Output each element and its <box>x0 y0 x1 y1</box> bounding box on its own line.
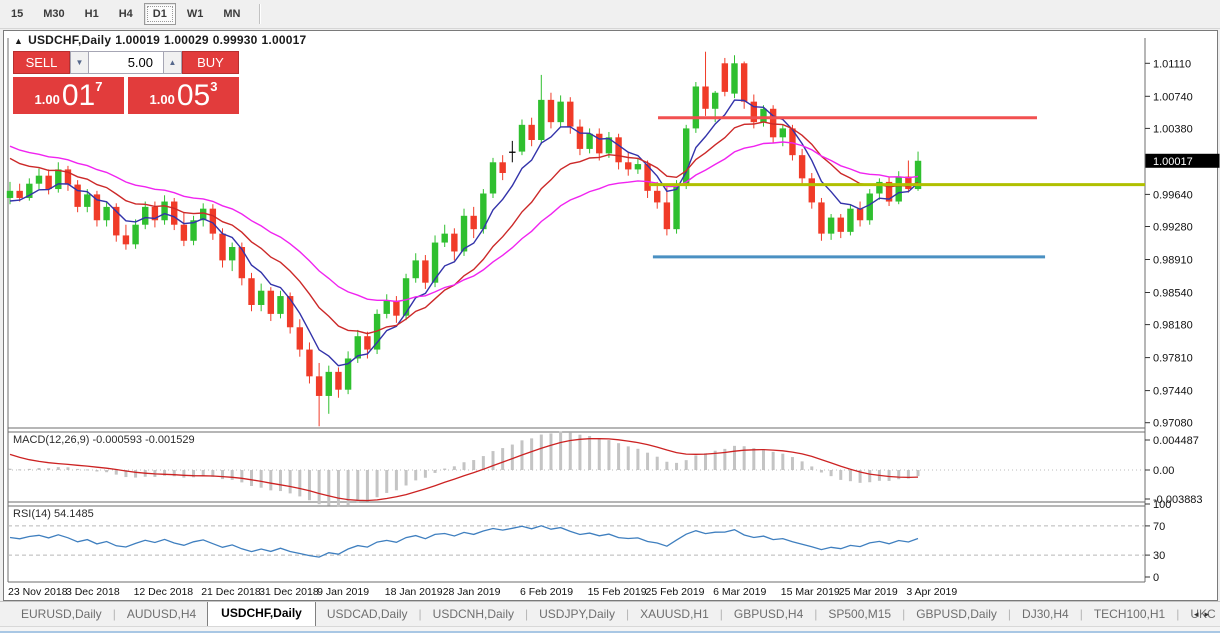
buy-price-big: 05 <box>176 78 211 112</box>
timeframe-button-h1[interactable]: H1 <box>84 8 99 20</box>
tab-separator: | <box>902 607 906 621</box>
tab-separator: | <box>418 607 422 621</box>
sell-price-base: 1.00 <box>34 92 60 107</box>
chart-tab-xauusd-h1[interactable]: XAUUSD,H1 <box>640 607 709 621</box>
timeframe-buttons: 15 M30 H1 H4 D1 W1 MN <box>2 3 251 25</box>
ohlc-high: 1.00029 <box>163 33 209 47</box>
chart-title: ▲ USDCHF,Daily 1.00019 1.00029 0.99930 1.0001… <box>14 33 310 47</box>
timeframe-toolbar: 15 M30 H1 H4 D1 W1 MN <box>0 0 1220 29</box>
buy-button[interactable]: BUY <box>182 51 239 74</box>
ohlc-low: 0.99930 <box>212 33 258 47</box>
tab-separator: | <box>112 607 116 621</box>
buy-price-base: 1.00 <box>149 92 175 107</box>
sell-button[interactable]: SELL <box>13 51 70 74</box>
macd-label: MACD(12,26,9) -0.000593 -0.001529 <box>13 434 195 446</box>
volume-decrease-button[interactable]: ▼ <box>70 51 89 74</box>
ohlc-open: 1.00019 <box>115 33 160 47</box>
tab-separator: | <box>525 607 529 621</box>
chart-tab-ukc[interactable]: UKC <box>1190 607 1216 621</box>
status-bar <box>0 626 1220 633</box>
chart-tab-gbpusd-daily[interactable]: GBPUSD,Daily <box>916 607 997 621</box>
sell-price-button[interactable]: 1.00 01 7 <box>13 77 124 114</box>
timeframe-button-m15[interactable]: 15 <box>11 8 24 20</box>
timeframe-button-mn[interactable]: MN <box>223 8 241 20</box>
one-click-trading-panel: SELL ▼ ▲ BUY 1.00 01 7 1.00 05 3 <box>13 51 239 114</box>
chart-tab-gbpusd-h4[interactable]: GBPUSD,H4 <box>733 607 804 621</box>
chart-tab-usdchf-daily[interactable]: USDCHF,Daily <box>207 602 316 626</box>
chart-tabs: EURUSD,Daily | AUDUSD,H4 USDCHF,Daily USDCAD… <box>10 602 1220 626</box>
tab-separator: | <box>719 607 723 621</box>
tab-separator: | <box>1007 607 1012 621</box>
chart-tab-usdjpy-daily[interactable]: USDJPY,Daily <box>539 607 615 621</box>
chart-tab-eurusd-daily[interactable]: EURUSD,Daily <box>21 607 102 621</box>
chart-tab-tech100-h1[interactable]: TECH100,H1 <box>1093 607 1166 621</box>
window-marker-icon: ▲ <box>14 36 24 46</box>
tab-separator: | <box>1176 607 1180 621</box>
volume-increase-button[interactable]: ▲ <box>163 51 182 74</box>
sell-price-big: 01 <box>61 78 96 112</box>
timeframe-button-h4[interactable]: H4 <box>118 8 133 20</box>
tab-separator: | <box>814 607 818 621</box>
buy-price-sup: 3 <box>210 79 218 94</box>
tab-scroll-right-icon[interactable]: ▸ <box>1204 609 1215 619</box>
tab-separator: | <box>1079 607 1083 621</box>
tab-scroll-arrows[interactable]: ◂▸ <box>1194 609 1215 620</box>
tab-scroll-left-icon[interactable]: ◂ <box>1193 609 1205 619</box>
chart-tab-usdcnh-daily[interactable]: USDCNH,Daily <box>432 607 515 621</box>
chart-tab-usdcad-daily[interactable]: USDCAD,Daily <box>326 607 408 621</box>
chart-tab-dj30-h4[interactable]: DJ30,H4 <box>1022 607 1069 621</box>
rsi-label: RSI(14) 54.1485 <box>13 508 94 520</box>
ohlc-close: 1.00017 <box>261 33 307 47</box>
timeframe-button-d1[interactable]: D1 <box>143 3 176 25</box>
sell-price-sup: 7 <box>95 79 103 94</box>
chart-tab-audusd-h4[interactable]: AUDUSD,H4 <box>126 607 197 621</box>
volume-input[interactable] <box>89 51 163 74</box>
buy-price-button[interactable]: 1.00 05 3 <box>128 77 239 114</box>
timeframe-button-w1[interactable]: W1 <box>186 8 204 20</box>
chart-tab-sp500-m15[interactable]: SP500,M15 <box>828 607 892 621</box>
chart-tab-bar: EURUSD,Daily | AUDUSD,H4 USDCHF,Daily USDCAD… <box>0 601 1220 626</box>
chart-symbol-label: USDCHF,Daily <box>28 33 112 47</box>
chart-window[interactable] <box>3 30 1218 601</box>
toolbar-separator <box>259 4 262 24</box>
tab-separator: | <box>625 607 630 621</box>
timeframe-button-m30[interactable]: M30 <box>43 8 65 20</box>
